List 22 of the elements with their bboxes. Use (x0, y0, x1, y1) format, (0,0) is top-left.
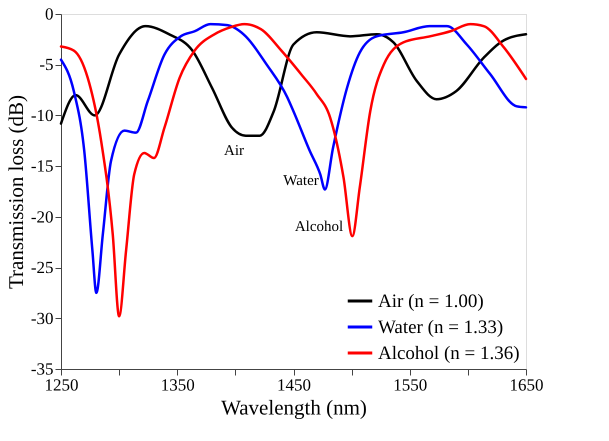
legend-label: Air (n = 1.00) (378, 291, 484, 312)
line-series (60, 24, 528, 137)
legend-label: Alcohol (n = 1.36) (378, 343, 520, 364)
annotation: Alcohol (294, 219, 344, 235)
y-tick-label: -35 (30, 360, 54, 378)
x-tick-label: 1450 (277, 376, 311, 394)
annotation: Air (224, 143, 244, 159)
x-tick-label: 1250 (44, 376, 78, 394)
y-tick-label: -10 (30, 106, 54, 125)
y-tick-label: -15 (30, 156, 54, 176)
legend-label: Water (n = 1.33) (378, 317, 504, 338)
y-tick-label: -25 (30, 258, 54, 278)
y-axis-title: Transmission loss (dB) (4, 94, 28, 290)
x-tick-label: 1350 (160, 376, 195, 394)
y-tick-label: 0 (45, 4, 54, 24)
annotation: Water (283, 173, 319, 189)
x-tick-label: 1550 (393, 376, 428, 394)
y-tick-label: -20 (30, 207, 54, 226)
y-tick-label: -5 (39, 55, 54, 74)
x-tick-label: 1650 (510, 376, 544, 394)
x-axis-title: Wavelength (nm) (221, 396, 367, 420)
y-tick-label: -30 (30, 308, 54, 328)
